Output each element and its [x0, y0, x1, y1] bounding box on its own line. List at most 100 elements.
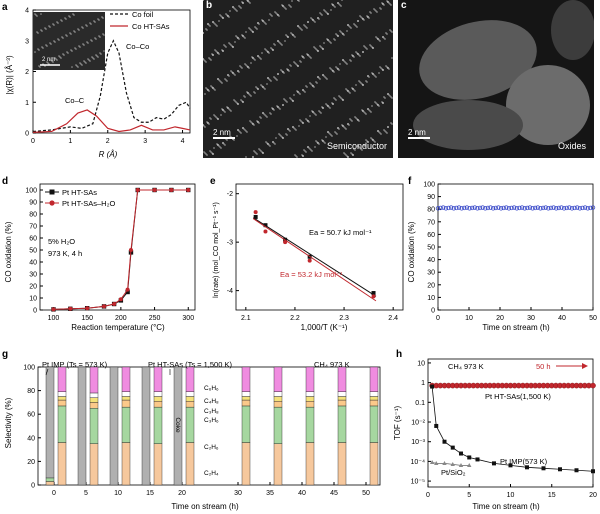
panel-b-atom — [306, 86, 308, 88]
panel-g-xtick-label: 10 — [114, 490, 122, 497]
panel-b-atom — [208, 123, 210, 125]
panel-a-inset-atom — [95, 38, 97, 40]
panel-b-atom — [375, 76, 377, 78]
panel-a-inset-atom — [65, 18, 67, 20]
panel-b-atom — [338, 69, 340, 71]
panel-g-species-label: C₂H₆ — [204, 444, 219, 451]
panel-b-atom — [210, 118, 212, 120]
panel-f-point — [533, 205, 538, 211]
panel-b-atom — [365, 113, 367, 115]
panel-a-inset-atom — [79, 62, 81, 64]
panel-b-atom — [282, 137, 284, 139]
panel-a-inset-atom — [55, 58, 57, 60]
panel-b-atom — [350, 60, 352, 62]
panel-h-point-imp — [475, 457, 480, 462]
panel-a-inset-atom — [50, 43, 52, 45]
panel-a-inset-atom — [41, 46, 43, 48]
panel-a-inset-atom — [84, 61, 86, 63]
panel-h-xtick-label: 10 — [507, 492, 515, 499]
panel-b-atom — [297, 65, 299, 67]
panel-b-atom — [246, 131, 248, 133]
panel-a-inset-atom — [53, 24, 55, 26]
panel-h-ylabel: TOF (s⁻¹) — [393, 406, 402, 441]
panel-f-point — [438, 205, 443, 211]
panel-b-atom — [266, 116, 268, 118]
panel-b-atom — [386, 132, 388, 134]
panel-b-atom — [260, 58, 262, 60]
panel-g-bar-ht-40 — [305, 442, 315, 486]
panel-a-inset-atom — [85, 62, 87, 64]
panel-a-inset-atom — [34, 13, 36, 15]
panel-a-inset-atom — [103, 50, 105, 52]
panel-b-atom — [290, 65, 292, 67]
panel-a-inset-atom — [66, 35, 68, 37]
panel-e-point-red — [371, 294, 376, 299]
panel-b-atom — [212, 54, 214, 56]
panel-f-point — [462, 205, 467, 211]
panel-a-ytick-label: 4 — [25, 8, 29, 15]
panel-f-ytick-label: 100 — [423, 182, 435, 189]
panel-g-bar-ht-30 — [241, 399, 251, 407]
panel-b-atom — [217, 118, 219, 120]
panel-g-xtick-label: 30 — [234, 490, 242, 497]
panel-d-xtick-label: 100 — [48, 315, 60, 322]
panel-a-inset-atom — [70, 49, 72, 51]
panel-b-atom — [248, 67, 250, 69]
panel-b-atom — [384, 38, 386, 40]
panel-f-point — [472, 205, 477, 210]
panel-a-inset-atom — [82, 27, 84, 29]
panel-a-inset-atom — [69, 32, 71, 34]
panel-b-atom — [242, 2, 244, 4]
panel-b-atom — [370, 111, 372, 113]
panel-d-xtick-label: 150 — [81, 315, 93, 322]
panel-b-atom — [224, 111, 226, 113]
panel-d-ytick-label: 20 — [29, 284, 37, 291]
panel-g-bar-ht-5 — [89, 366, 99, 394]
panel-b-atom — [286, 134, 288, 136]
panel-b-atom — [284, 40, 286, 42]
panel-b-atom — [256, 28, 258, 30]
panel-d-letter: d — [2, 176, 8, 187]
panel-f-point — [451, 206, 456, 211]
panel-f-point — [519, 205, 525, 210]
panel-h-point-imp — [541, 466, 546, 471]
panel-g-bar-ht-50 — [369, 396, 379, 401]
panel-f-ytick-label: 70 — [427, 219, 435, 226]
panel-a-inset-atom — [62, 37, 64, 39]
panel-g-xtick-label: 35 — [266, 490, 274, 497]
panel-b-atom — [338, 128, 340, 130]
panel-b-atom — [321, 14, 323, 16]
panel-g-bar-ht-0 — [57, 405, 67, 443]
panel-a-inset-atom — [42, 47, 44, 49]
panel-b-atom — [272, 49, 274, 51]
panel-f-point — [564, 205, 569, 211]
panel-g-bar-imp-10 — [109, 366, 119, 486]
panel-a-ylabel: |χ(R)| (Å⁻³) — [5, 55, 14, 95]
panel-b-atom — [268, 52, 270, 54]
panel-a-xtick-label: 0 — [31, 138, 35, 145]
panel-a-inset-atom — [86, 41, 88, 43]
panel-g-bar-ht-20 — [185, 406, 195, 443]
panel-a-inset-atom — [78, 29, 80, 31]
panel-g-xtick-label: 45 — [330, 490, 338, 497]
panel-b-atom — [370, 12, 372, 14]
panel-h-point-sio2 — [467, 462, 472, 467]
panel-a-ytick-label: 0 — [25, 131, 29, 138]
panel-g-bar-ht-45 — [337, 396, 347, 401]
panel-b-atom — [318, 143, 320, 145]
panel-b-atom — [330, 9, 332, 11]
panel-g-bar-ht-45 — [337, 391, 347, 397]
panel-b-atom — [354, 149, 356, 151]
panel-b-atom — [352, 154, 354, 156]
panel-b-atom — [233, 139, 235, 141]
panel-a-inset-atom — [46, 61, 48, 63]
panel-b-atom — [367, 141, 369, 143]
panel-e-xtick-label: 2.2 — [290, 315, 300, 322]
panel-d-ylabel: CO oxidation (%) — [4, 221, 13, 282]
panel-d-ytick-label: 50 — [29, 248, 37, 255]
panel-b-atom — [368, 17, 370, 19]
panel-b-atom — [252, 31, 254, 33]
panel-b-atom — [332, 103, 334, 105]
panel-c-micrograph: c 2 nm Oxides — [398, 0, 594, 158]
panel-b-atom — [206, 154, 208, 156]
